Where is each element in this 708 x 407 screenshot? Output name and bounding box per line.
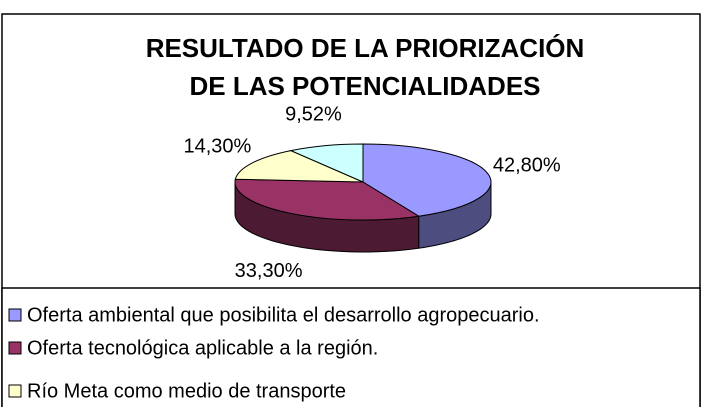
chart-title: DE LAS POTENCIALIDADES xyxy=(189,71,540,101)
legend-swatch xyxy=(8,308,22,322)
legend-swatch xyxy=(8,341,22,355)
data-label: 33,30% xyxy=(235,260,303,282)
legend-label: Oferta tecnológica aplicable a la región… xyxy=(27,337,378,359)
legend-label: Oferta ambiental que posibilita el desar… xyxy=(27,304,540,326)
data-label: 42,80% xyxy=(493,155,561,177)
legend-label: Río Meta como medio de transporte xyxy=(27,380,346,402)
pie-slice xyxy=(234,178,421,221)
pie-slice xyxy=(234,150,364,183)
chart-title: RESULTADO DE LA PRIORIZACIÓN xyxy=(146,33,585,63)
pie-slice xyxy=(289,143,364,183)
legend-swatch xyxy=(8,384,22,398)
data-label: 14,30% xyxy=(183,135,251,157)
data-label: 9,52% xyxy=(285,103,342,125)
pie-slice xyxy=(362,143,492,217)
legend-border xyxy=(1,287,701,407)
